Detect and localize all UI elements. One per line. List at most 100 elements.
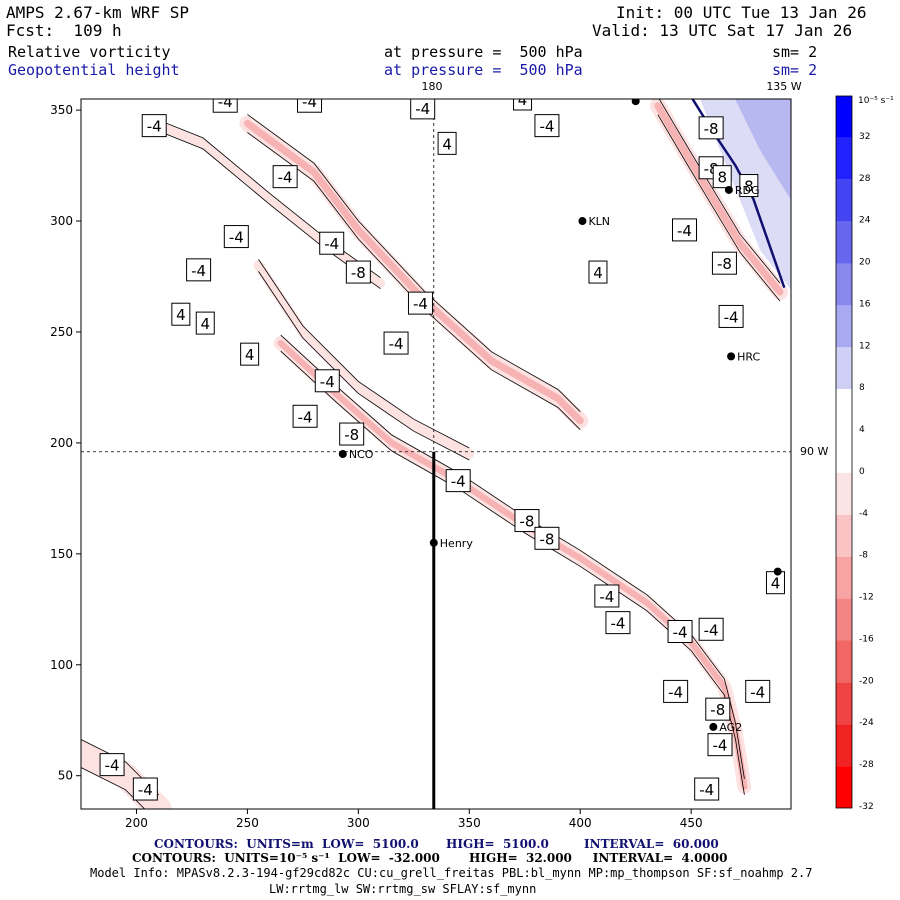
contour-label-box	[445, 469, 471, 493]
station-marker	[724, 185, 733, 194]
station-label: Henry	[440, 537, 474, 550]
northwest-band-edge	[147, 126, 381, 290]
contour-label-box	[534, 526, 560, 550]
contour-label-text: -4	[724, 308, 739, 326]
contour-label-text: -4	[451, 473, 466, 491]
x-tick-label: 350	[458, 816, 481, 830]
contour-label-box	[712, 165, 732, 189]
field1-level: at pressure = 500 hPa	[384, 43, 583, 61]
init-time: Init: 00 UTC Tue 13 Jan 26	[616, 3, 867, 22]
contour-label-text: -4	[105, 757, 120, 775]
contour-label-text: 4	[200, 315, 210, 333]
station-henry[interactable]: Henry	[429, 537, 474, 550]
x-tick-label: 250	[236, 816, 259, 830]
contour-label-text: -4	[191, 262, 206, 280]
contour-label: -4	[314, 369, 340, 393]
contour-label-text: -4	[713, 737, 728, 755]
contour-label-box	[514, 509, 540, 533]
coastal-band-edge	[658, 99, 781, 284]
station-nco[interactable]: NCO	[338, 448, 374, 461]
contour-label-text: 4	[771, 575, 781, 593]
y-tick-label: 200	[50, 436, 73, 450]
contour-label-text: -4	[320, 373, 335, 391]
colorbar-level-label: 24	[859, 216, 871, 226]
colorbar-swatch	[836, 556, 852, 599]
colorbar-swatch	[836, 472, 852, 515]
y-tick-label: 300	[50, 214, 73, 228]
contour-label: -4	[99, 753, 125, 777]
southern-band-edge	[280, 350, 745, 795]
contour-label: -4	[319, 231, 345, 255]
contours-height-interval: INTERVAL= 60.000	[584, 837, 719, 851]
contour-label-text: -8	[717, 255, 732, 273]
western-band	[253, 260, 475, 459]
station-unnamed-7[interactable]	[773, 567, 782, 576]
model-title: AMPS 2.67-km WRF SP	[6, 3, 190, 22]
colorbar-level-label: -24	[859, 718, 874, 728]
colorbar-swatch	[836, 682, 852, 725]
contour-label-text: -4	[413, 295, 428, 313]
station-marker	[631, 99, 640, 106]
y-tick-label: 150	[50, 547, 73, 561]
contour-label-box	[345, 260, 371, 284]
contour-label: -8	[711, 251, 737, 275]
colorbar-level-label: 20	[859, 258, 871, 268]
contour-label-box	[588, 260, 608, 284]
plot-frame	[80, 98, 792, 810]
contour-label: 4	[588, 260, 608, 284]
meridian-label-135w: 135 W	[766, 80, 801, 93]
contour-label-text: -4	[147, 118, 162, 136]
station-kln[interactable]: KLN	[578, 215, 610, 228]
coastal-band-core	[654, 102, 784, 296]
contour-label-text: -4	[610, 615, 625, 633]
field2-name: Geopotential height	[8, 61, 180, 79]
colorbar-level-label: 8	[859, 383, 865, 393]
colorbar-swatch	[836, 305, 852, 348]
colorbar-swatch	[836, 221, 852, 264]
contour-label: -4	[594, 584, 620, 608]
contour-label-box	[272, 165, 298, 189]
contour-label-text: -4	[415, 100, 430, 118]
contour-label: 4	[765, 571, 785, 595]
contour-label-box	[694, 777, 720, 801]
contours-vorticity-info: CONTOURS: UNITS=10⁻⁵ s⁻¹ LOW= -32.000 HI…	[132, 851, 728, 865]
station-ag2[interactable]: AG2	[709, 721, 742, 734]
contour-label: -4	[718, 304, 744, 328]
contour-label-text: -8	[351, 264, 366, 282]
contour-label-box	[605, 611, 631, 635]
station-hrc[interactable]: HRC	[727, 350, 760, 363]
x-tick-label: 400	[569, 816, 592, 830]
station-unnamed-6[interactable]	[631, 97, 640, 106]
contour-label-box	[314, 369, 340, 393]
contour-label-box	[132, 777, 158, 801]
field1-name: Relative vorticity	[8, 43, 171, 61]
contour-label-text: -8	[704, 120, 719, 138]
field1-smoothing: sm= 2	[772, 43, 818, 61]
contour-label-text: 8	[717, 169, 727, 187]
contour-label-box	[667, 620, 693, 643]
western-band-edge	[258, 271, 470, 461]
contour-label-box	[339, 422, 365, 446]
colorbar-frame	[835, 95, 853, 809]
contour-label-box	[141, 114, 167, 138]
contour-label-text: -4	[677, 222, 692, 240]
station-rdg[interactable]: RDG	[724, 184, 760, 197]
contour-label-text: -4	[704, 621, 719, 639]
meridian-label-180: 180	[422, 80, 443, 93]
contour-label-box	[292, 404, 318, 428]
contour-label: -4	[694, 777, 720, 801]
contour-label-text: -4	[298, 408, 313, 426]
contour-label-box	[383, 331, 409, 355]
model-info: Model Info: MPASv8.2.3-194-gf29cd82c CU:…	[90, 866, 813, 880]
contour-label: 4	[240, 342, 260, 366]
contour-label-text: 4	[245, 346, 255, 364]
station-marker	[709, 722, 718, 731]
contour-label-text: -4	[699, 781, 714, 799]
vorticity-map[interactable]: -4-4 -4 -444-4-4-4 -4-8-44-44 44-4-4-4-8-4-8…	[0, 0, 900, 840]
contour-label: -4	[272, 165, 298, 189]
contour-label-box	[707, 733, 733, 757]
contour-label: -4	[297, 99, 323, 113]
contour-label-box	[698, 617, 724, 641]
contour-label: -4	[292, 404, 318, 428]
contour-label-text: -4	[539, 118, 554, 136]
